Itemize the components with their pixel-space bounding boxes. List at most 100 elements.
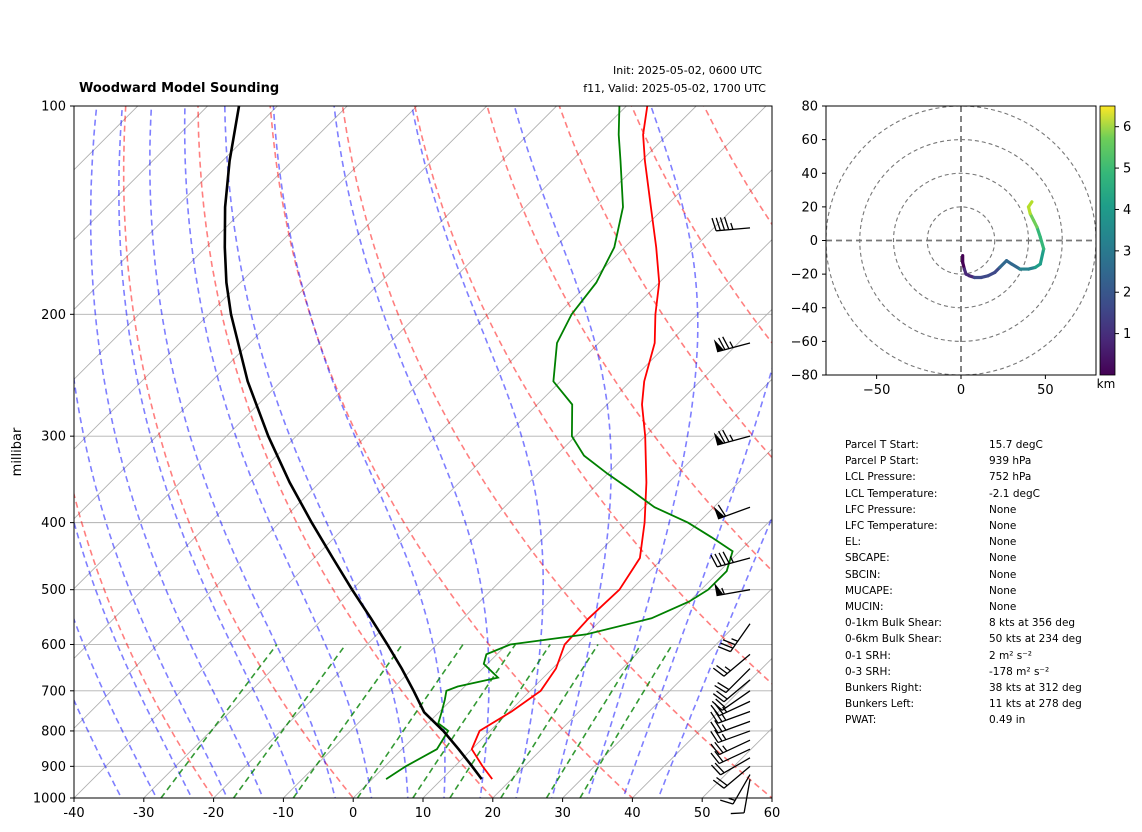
y-tick-label: 900	[41, 760, 66, 775]
colorbar-tick-label: 5	[1123, 162, 1131, 177]
wind-barbs	[710, 216, 751, 815]
hodograph-segment	[1010, 262, 1022, 271]
wind-barb-feather	[710, 764, 722, 776]
isotherm-line	[282, 308, 772, 798]
isotherm-line	[422, 448, 772, 798]
colorbar-tick-label: 3	[1123, 244, 1131, 259]
wind-barb-feather	[710, 743, 720, 755]
wind-barb-half-feather	[731, 638, 738, 642]
hodograph-y-tick-label: 80	[801, 100, 818, 115]
hodograph-y-tick-label: −40	[791, 301, 818, 316]
wind-barb-staff	[717, 710, 751, 724]
moist-adiabat-line	[513, 106, 612, 798]
wind-barb-staff	[717, 730, 751, 744]
wind-barb-half-feather	[722, 745, 728, 752]
wind-barb-half-feather	[728, 797, 736, 801]
hodograph-segment	[1035, 225, 1042, 239]
mixing-ratio-line	[545, 644, 642, 798]
wind-barb-feather	[716, 664, 728, 675]
chart-title: Woodward Model Sounding	[79, 81, 279, 96]
wind-barb-feather	[722, 429, 730, 443]
moist-adiabat-line	[223, 106, 409, 798]
isotherm-line	[492, 518, 772, 798]
stat-value: 2 m² s⁻²	[989, 649, 1033, 662]
wind-barb-staff	[743, 779, 751, 814]
stat-row: Bunkers Left: 11 kts at 278 deg	[845, 696, 1082, 712]
parcel-profile-trace	[223, 106, 483, 780]
mixing-ratio-line	[579, 644, 674, 798]
wind-barb	[710, 720, 751, 734]
temperature-trace	[470, 106, 661, 780]
wind-barb	[713, 429, 751, 446]
wind-barb-feather	[723, 216, 730, 230]
wind-barb-staff	[732, 774, 751, 805]
x-tick-label: -10	[273, 806, 294, 821]
skewt-traces	[223, 106, 734, 780]
stat-row: LCL Temperature: -2.1 degC	[845, 486, 1082, 502]
wind-barb-staff	[717, 720, 751, 734]
wind-barb-half-feather	[721, 724, 727, 731]
stat-row: EL: None	[845, 534, 1082, 550]
wind-barb-staff	[723, 679, 751, 703]
init-text: Init: 2025-05-02, 0600 UTC	[613, 64, 762, 77]
stat-value: None	[989, 552, 1017, 565]
dry-adiabat-line	[558, 106, 772, 459]
mixing-ratio-line	[292, 644, 403, 798]
wind-barb-staff	[725, 668, 751, 694]
x-tick-label: 40	[624, 806, 641, 821]
dry-adiabat-line	[197, 106, 494, 798]
stat-row: 0-6km Bulk Shear: 50 kts at 234 deg	[845, 631, 1082, 647]
stat-label: SBCIN:	[845, 568, 881, 581]
colorbar-tick-label: 6	[1123, 120, 1131, 135]
stat-row: Parcel P Start: 939 hPa	[845, 453, 1082, 469]
colorbar-tick-label: 2	[1123, 286, 1131, 301]
wind-barb-half-feather	[721, 733, 727, 741]
wind-barb	[712, 653, 751, 677]
wind-barb-half-feather	[729, 341, 734, 348]
isotherm-line	[352, 378, 772, 798]
stat-row: SBCAPE: None	[845, 550, 1082, 566]
moist-adiabat-line	[333, 106, 490, 798]
wind-barb	[714, 668, 751, 694]
y-tick-label: 600	[41, 638, 66, 653]
wind-barb-half-feather	[729, 556, 734, 563]
stat-row: SBCIN: None	[845, 567, 1082, 583]
wind-barb-flag	[714, 582, 724, 596]
wind-barb-feather	[714, 750, 724, 763]
wind-barb	[714, 582, 751, 597]
stat-value: None	[989, 601, 1017, 614]
isotherm-line	[561, 587, 772, 798]
moist-adiabat-line	[89, 106, 264, 798]
wind-barb-feather	[722, 336, 730, 349]
isotherm-line	[74, 106, 418, 450]
wind-barb-feather	[717, 645, 731, 653]
hodograph-y-tick-label: −20	[791, 268, 818, 283]
dry-adiabat-line	[414, 106, 772, 685]
y-tick-label: 300	[41, 430, 66, 445]
mixing-ratio-line	[449, 644, 551, 798]
wind-barb-feather	[710, 704, 720, 717]
isotherm-line	[143, 169, 772, 798]
wind-barb-feather	[714, 762, 725, 774]
isotherm-line	[74, 106, 558, 590]
x-tick-label: 20	[485, 806, 502, 821]
wind-barb-staff	[720, 757, 751, 776]
moist-adiabat-line	[272, 106, 446, 798]
stat-label: PWAT:	[845, 714, 877, 727]
isotherm-line	[74, 106, 628, 660]
stat-label: 0-3 SRH:	[845, 665, 891, 678]
stat-value: -2.1 degC	[989, 487, 1040, 500]
stat-label: Bunkers Right:	[845, 682, 922, 695]
moist-adiabat-line	[657, 515, 772, 798]
wind-barb-staff	[718, 700, 751, 717]
wind-barb-staff	[716, 557, 751, 568]
moist-adiabat-line	[74, 519, 193, 798]
moist-adiabat-line	[74, 106, 229, 798]
y-tick-label: 400	[41, 516, 66, 531]
hodograph-body	[826, 106, 1096, 375]
wind-barb-feather	[712, 667, 725, 677]
mixing-ratio-line	[232, 644, 347, 798]
wind-barb-feather	[710, 554, 718, 568]
stat-value: None	[989, 520, 1017, 533]
